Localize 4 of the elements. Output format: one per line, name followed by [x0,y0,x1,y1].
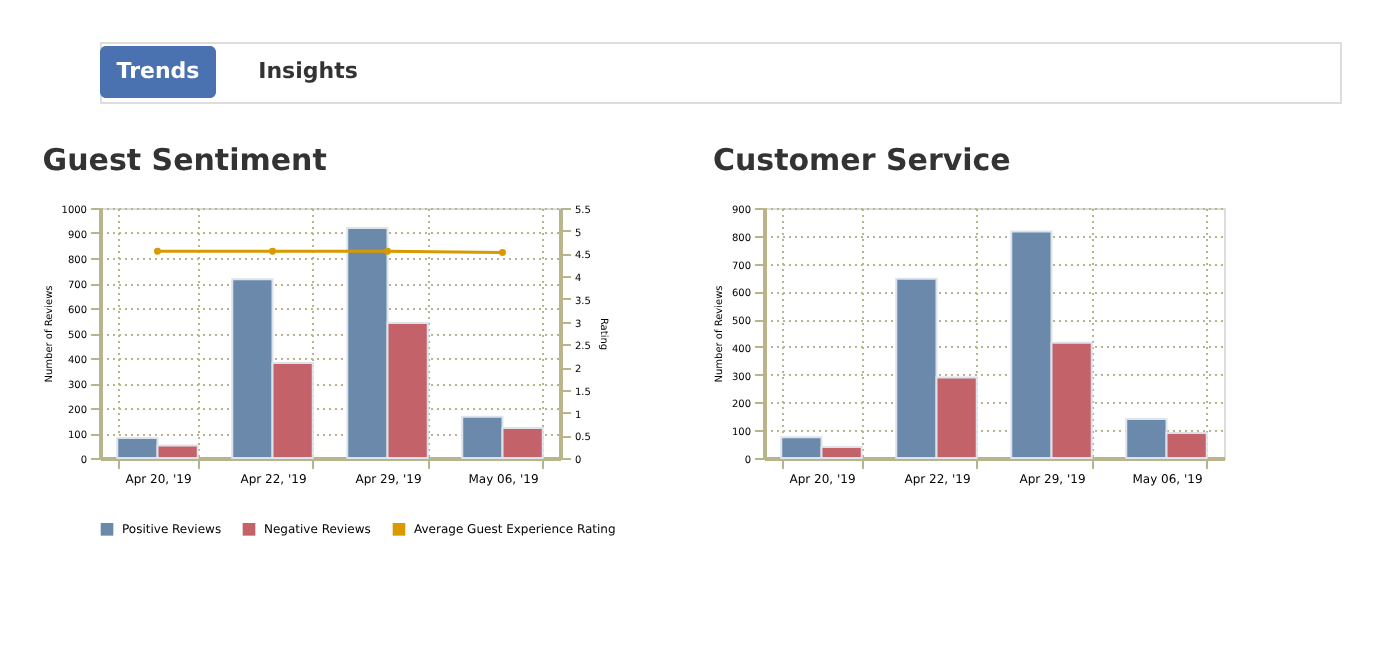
text: Trends [116,58,201,84]
text: Insights [258,58,359,84]
chart-title: Customer Service [712,142,1011,178]
chart-title: Guest Sentiment [42,142,327,178]
